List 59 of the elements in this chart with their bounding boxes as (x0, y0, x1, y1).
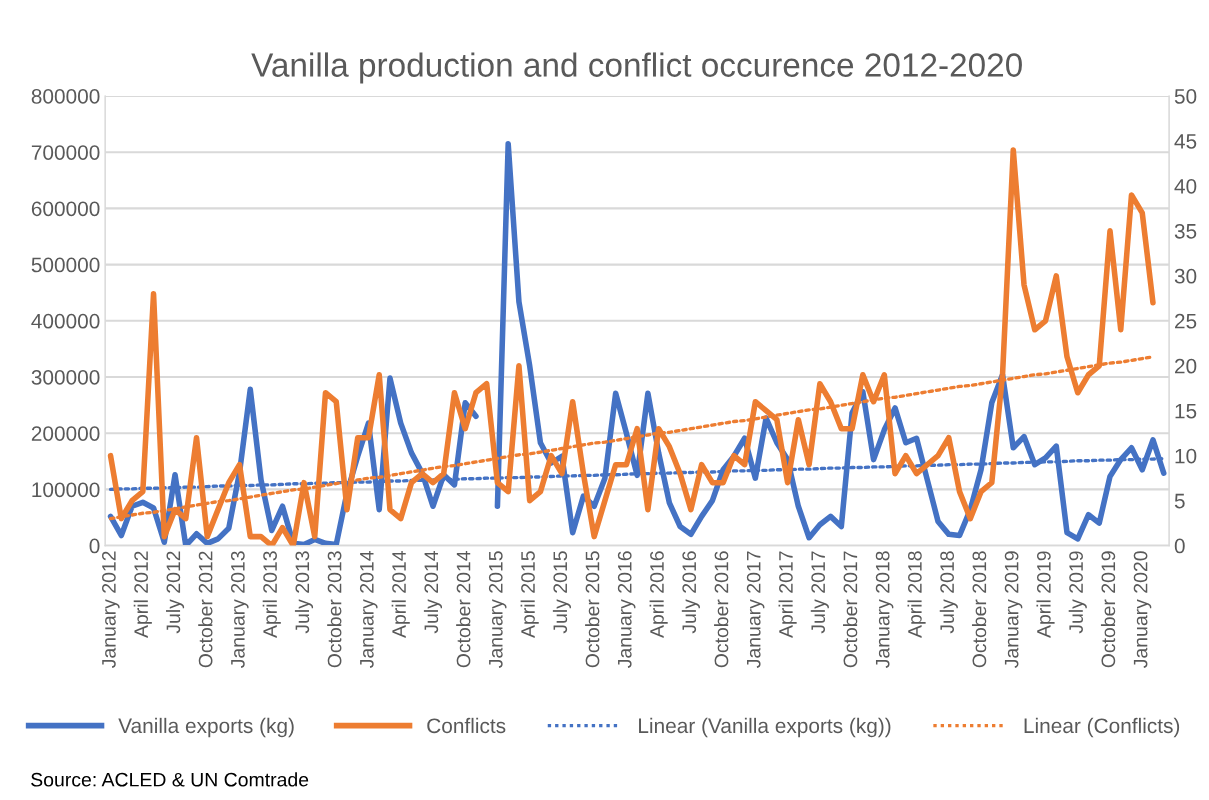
x-tick-label: April 2014 (391, 551, 410, 638)
x-tick-label: July 2017 (810, 551, 829, 634)
y-tick-label: 600000 (31, 201, 100, 217)
x-tick-label: October 2013 (327, 551, 342, 668)
x-tick-label: January 2016 (617, 551, 636, 668)
y-tick-label: 300000 (31, 370, 100, 385)
chart-title: Vanilla production and conflict occurence 2012-2020 (251, 52, 1022, 84)
y2-tick-label: 30 (1174, 268, 1197, 284)
y-tick-label: 400000 (31, 313, 100, 329)
x-tick-label: January 2018 (875, 551, 894, 668)
x-tick-label: April 2018 (907, 551, 926, 638)
y2-tick-label: 20 (1175, 358, 1197, 374)
y2-tick-label: 5 (1174, 493, 1185, 509)
y-tick-label: 700000 (31, 145, 100, 160)
x-tick-label: July 2013 (294, 551, 314, 634)
x-tick-label: January 2012 (102, 551, 120, 668)
x-tick-label: October 2016 (714, 551, 729, 668)
x-tick-label: July 2018 (939, 551, 958, 634)
x-tick-label: January 2014 (359, 551, 378, 668)
x-tick-label: October 2019 (1100, 551, 1116, 668)
x-tick-label: April 2012 (133, 551, 152, 638)
y-tick-label: 200000 (31, 426, 100, 441)
x-tick-label: October 2014 (456, 551, 471, 668)
y2-tick-label: 35 (1174, 223, 1197, 239)
x-tick-label: April 2016 (649, 551, 668, 638)
y2-tick-label: 0 (1174, 538, 1185, 554)
x-tick-label: July 2019 (1068, 551, 1087, 634)
y-tick-label: 500000 (31, 257, 100, 273)
x-tick-label: April 2013 (262, 551, 281, 638)
legend-label: Conflicts (427, 717, 506, 734)
x-tick-label: January 2015 (488, 551, 507, 668)
y-tick-label: 0 (89, 538, 100, 554)
x-tick-label: October 2012 (198, 551, 213, 668)
x-tick-label: July 2015 (552, 551, 571, 634)
x-tick-label: January 2019 (1004, 551, 1023, 668)
x-tick-label: October 2017 (843, 551, 858, 668)
legend-label: Linear (Conflicts) (1024, 717, 1180, 738)
x-tick-label: July 2012 (165, 551, 185, 634)
source-note: Source: ACLED & UN Comtrade (31, 772, 309, 787)
x-tick-label: July 2014 (423, 551, 443, 634)
y-tick-label: 100000 (32, 482, 100, 498)
y2-tick-label: 45 (1174, 134, 1197, 149)
y2-tick-label: 40 (1174, 178, 1197, 194)
x-tick-label: April 2015 (520, 551, 539, 638)
x-tick-label: January 2013 (230, 551, 249, 668)
y2-tick-label: 15 (1175, 403, 1197, 419)
y-tick-label: 800000 (31, 89, 100, 104)
x-tick-label: January 2020 (1133, 551, 1152, 668)
x-tick-label: July 2016 (681, 551, 700, 634)
x-tick-label: April 2019 (1036, 551, 1055, 638)
x-tick-label: January 2017 (746, 551, 765, 668)
y2-tick-label: 50 (1174, 89, 1197, 104)
legend-label: Vanilla exports (kg) (118, 717, 294, 738)
y2-tick-label: 25 (1175, 313, 1197, 329)
y2-tick-label: 10 (1175, 448, 1197, 464)
legend-label: Linear (Vanilla exports (kg)) (639, 717, 891, 738)
x-tick-label: October 2018 (971, 551, 987, 668)
x-tick-label: October 2015 (585, 551, 600, 668)
x-tick-label: April 2017 (778, 551, 797, 638)
